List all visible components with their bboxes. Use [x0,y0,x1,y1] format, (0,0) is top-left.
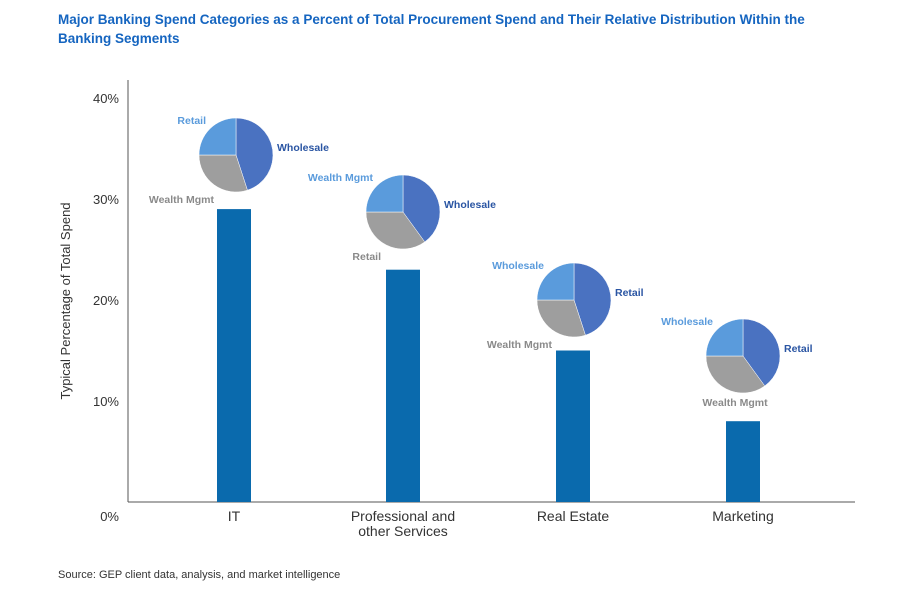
y-tick-label: 10% [93,394,119,409]
y-axis-label: Typical Percentage of Total Spend [58,202,73,399]
pie-slice [365,174,404,213]
category-label: Marketing [712,508,773,524]
pie-slice-label: Wealth Mgmt [308,172,374,184]
pie-slice [573,262,612,336]
pie-slice-label: Retail [177,115,206,127]
pie-slice [742,318,781,387]
pie-slice-label: Wholesale [661,316,713,328]
pie-slice-label: Wholesale [277,142,329,154]
bar [386,269,420,502]
category-label: other Services [358,523,447,539]
pie-slice [198,117,237,156]
pie-slice [536,262,575,301]
category-label: Professional and [351,508,455,524]
pie-slice-label: Wealth Mgmt [149,194,215,206]
pie-slice [198,154,248,193]
pie-slice [235,117,274,191]
bar [726,421,760,502]
source-note: Source: GEP client data, analysis, and m… [58,569,341,581]
pie-slice-label: Wholesale [492,260,544,272]
pie-slice-label: Retail [615,287,644,299]
y-tick-label: 40% [93,91,119,106]
category-label: IT [228,508,241,524]
pie-slice [365,211,426,250]
pie-slice-label: Wholesale [444,199,496,211]
y-tick-label: 0% [100,509,119,524]
y-tick-label: 30% [93,192,119,207]
pie-slice-label: Retail [784,343,813,355]
pie-slice-label: Wealth Mgmt [487,339,553,351]
pie-slice [705,318,744,357]
bar [556,350,590,502]
pie-slice [705,355,766,394]
pie-slice-label: Wealth Mgmt [702,397,768,409]
bar [217,209,251,502]
chart-title: Major Banking Spend Categories as a Perc… [58,12,805,46]
pie-slice-label: Retail [352,251,381,263]
category-label: Real Estate [537,508,610,524]
y-tick-label: 20% [93,293,119,308]
pie-slice [536,299,586,338]
pie-slice [402,174,441,243]
